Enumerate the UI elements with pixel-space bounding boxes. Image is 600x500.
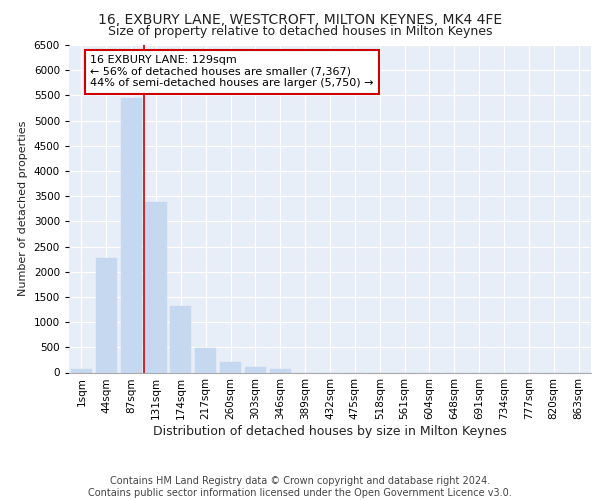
X-axis label: Distribution of detached houses by size in Milton Keynes: Distribution of detached houses by size …	[153, 425, 507, 438]
Bar	[170, 306, 191, 372]
Bar	[96, 258, 117, 372]
Bar	[245, 367, 266, 372]
Bar	[71, 368, 92, 372]
Bar	[270, 369, 291, 372]
Text: 16, EXBURY LANE, WESTCROFT, MILTON KEYNES, MK4 4FE: 16, EXBURY LANE, WESTCROFT, MILTON KEYNE…	[98, 12, 502, 26]
Text: Size of property relative to detached houses in Milton Keynes: Size of property relative to detached ho…	[108, 25, 492, 38]
Text: 16 EXBURY LANE: 129sqm
← 56% of detached houses are smaller (7,367)
44% of semi-: 16 EXBURY LANE: 129sqm ← 56% of detached…	[90, 55, 374, 88]
Y-axis label: Number of detached properties: Number of detached properties	[18, 121, 28, 296]
Bar	[121, 98, 142, 372]
Bar	[195, 348, 216, 372]
Text: Contains HM Land Registry data © Crown copyright and database right 2024.
Contai: Contains HM Land Registry data © Crown c…	[88, 476, 512, 498]
Bar	[220, 362, 241, 372]
Bar	[145, 202, 167, 372]
